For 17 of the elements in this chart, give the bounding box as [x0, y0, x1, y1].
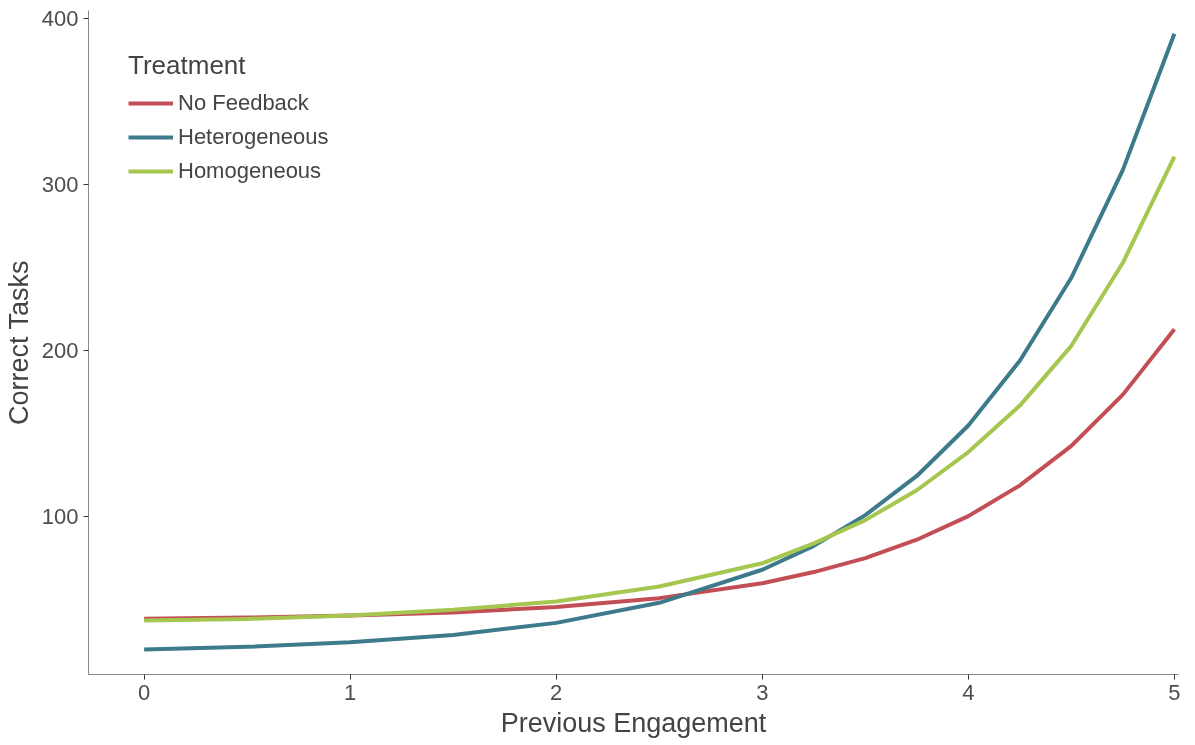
x-tick-label: 4	[962, 679, 975, 705]
y-tick-label: 200	[41, 338, 79, 364]
x-tick-label: 3	[756, 679, 769, 705]
x-tick-label: 1	[344, 679, 357, 705]
y-tick-label: 400	[41, 6, 79, 32]
x-tick-label: 5	[1168, 679, 1181, 705]
x-axis-title: Previous Engagement	[500, 707, 767, 738]
x-tick-label: 2	[550, 679, 563, 705]
y-tick-label: 100	[41, 504, 79, 530]
x-tick-label: 0	[138, 679, 151, 705]
y-tick-label: 300	[41, 172, 79, 198]
line-series	[142, 154, 1177, 623]
y-axis-title: Correct Tasks	[3, 260, 34, 426]
legend-label: Heterogeneous	[178, 123, 329, 151]
legend-label: No Feedback	[178, 89, 309, 117]
legend-title: Treatment	[128, 50, 247, 81]
legend-label: Homogeneous	[178, 157, 322, 185]
